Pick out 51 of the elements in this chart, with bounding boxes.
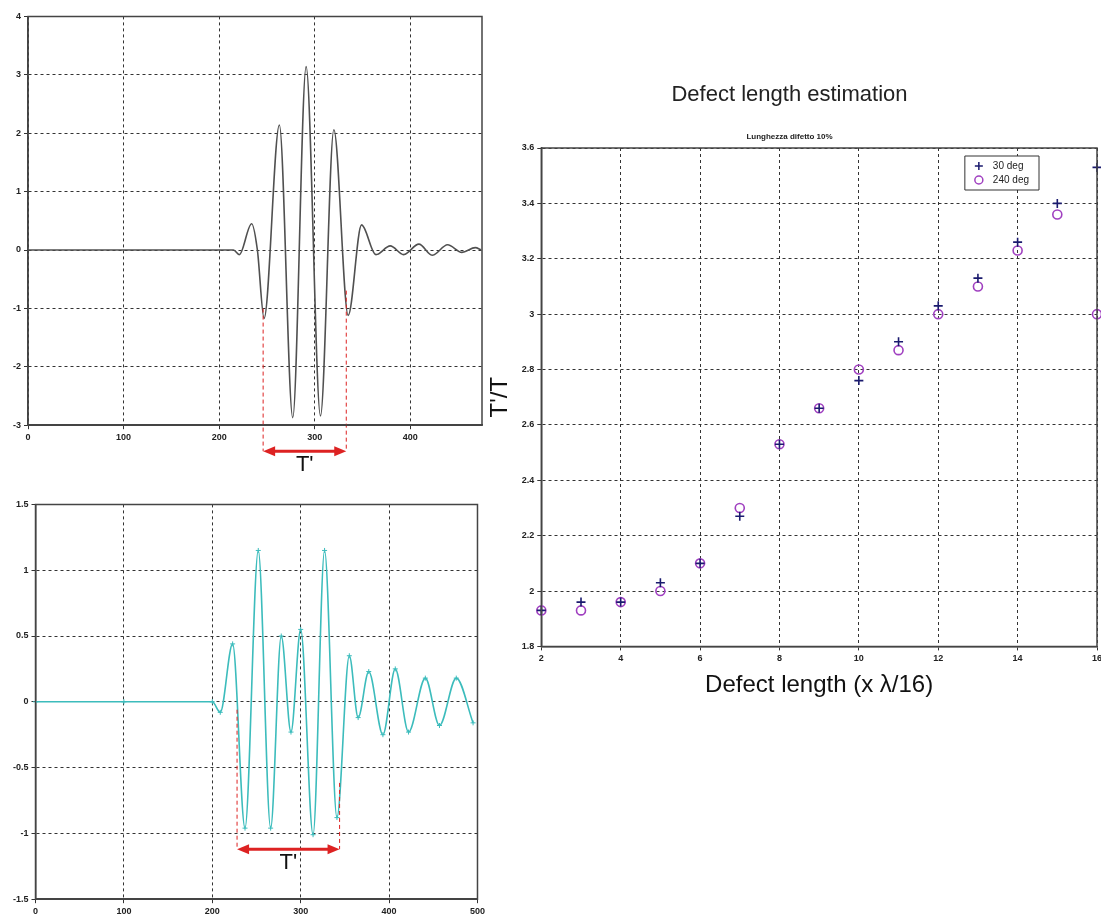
y-tick-label: -0.5	[12, 762, 29, 773]
x-tick-label: 6	[697, 653, 703, 664]
y-tick-label: -3	[12, 419, 21, 430]
y-tick-label: -2	[12, 361, 21, 372]
y-tick-label: 2.2	[521, 530, 535, 541]
legend-label: 240 deg	[992, 173, 1030, 185]
y-tick-label: 2.6	[521, 419, 535, 430]
y-tick-label: 3	[15, 69, 21, 80]
x-tick-label: 8	[776, 653, 782, 664]
chart-subtitle: Lunghezza difetto 10%	[746, 132, 833, 142]
x-tick-label: 300	[293, 906, 309, 917]
y-tick-label: 4	[15, 10, 21, 21]
y-tick-label: 0	[23, 696, 29, 707]
x-tick-label: 200	[204, 906, 220, 917]
x-tick-label: 12	[933, 653, 944, 664]
x-tick-label: 400	[402, 432, 418, 443]
x-tick-label: 2	[538, 653, 544, 664]
x-tick-label: 4	[618, 653, 624, 664]
y-tick-label: 3.2	[521, 253, 535, 264]
y-axis-title: T'/T	[485, 376, 513, 418]
x-tick-label: 400	[381, 906, 397, 917]
x-tick-label: 16	[1091, 653, 1101, 664]
x-axis-title: Defect length (x λ/16)	[705, 670, 934, 698]
x-tick-label: 14	[1012, 653, 1023, 664]
y-tick-label: -1.5	[12, 893, 29, 904]
legend-label: 30 deg	[992, 159, 1024, 171]
annotation: T'	[279, 849, 298, 875]
y-tick-label: 2	[15, 127, 21, 138]
x-tick-label: 100	[116, 432, 132, 443]
x-tick-label: 100	[116, 906, 132, 917]
y-tick-label: 2.8	[521, 364, 535, 374]
y-tick-label: 3.6	[521, 142, 535, 153]
y-tick-label: -1	[20, 827, 29, 838]
chart-title: Defect length estimation	[671, 81, 908, 107]
y-tick-label: 2	[529, 585, 535, 596]
x-tick-label: 10	[853, 653, 864, 664]
y-tick-label: 3	[529, 308, 535, 319]
text: T'	[295, 451, 314, 477]
x-tick-label: 0	[33, 906, 39, 917]
x-tick-label: 200	[211, 432, 227, 443]
y-tick-label: -1	[12, 302, 21, 313]
y-tick-label: 1	[15, 186, 21, 197]
y-tick-label: 0	[15, 244, 21, 255]
y-tick-label: 1.5	[15, 498, 29, 509]
y-tick-label: 1	[23, 564, 29, 575]
x-tick-label: 300	[307, 432, 323, 443]
y-tick-label: 1.8	[521, 640, 535, 651]
y-tick-label: 3.4	[521, 197, 535, 208]
x-tick-label: 500	[469, 906, 486, 917]
y-tick-label: 2.4	[521, 474, 535, 485]
y-tick-label: 0.5	[15, 630, 29, 641]
